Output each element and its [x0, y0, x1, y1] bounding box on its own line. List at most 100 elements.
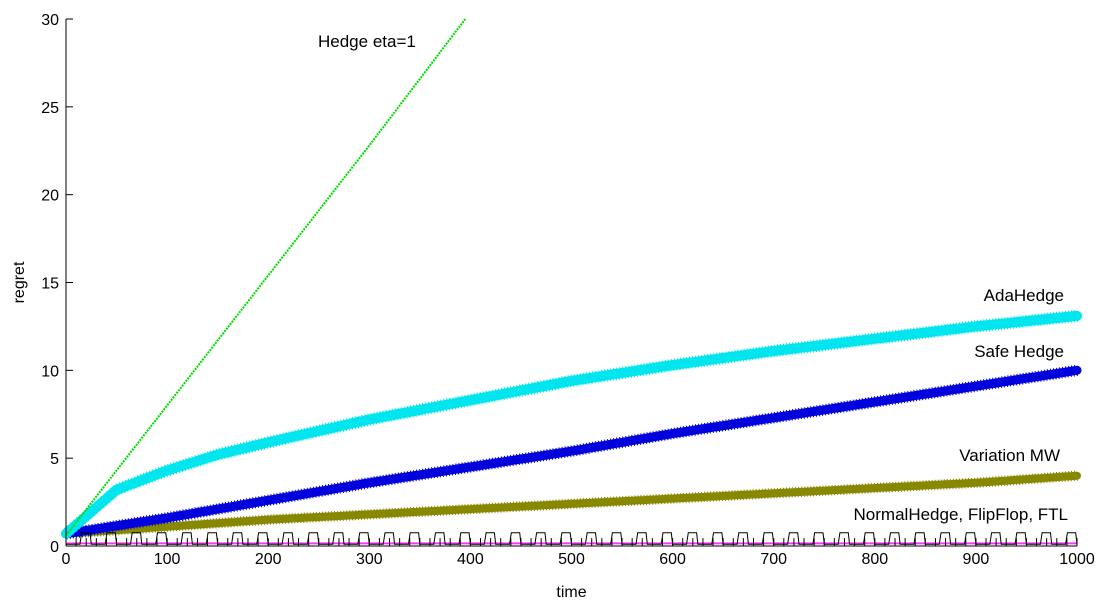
data-point	[612, 367, 617, 381]
data-point	[846, 484, 851, 495]
data-point	[594, 370, 599, 384]
data-point	[591, 441, 596, 453]
data-point	[528, 500, 533, 512]
data-point	[767, 488, 772, 499]
data-point	[922, 326, 927, 339]
data-point	[837, 484, 842, 496]
data-point	[1025, 314, 1030, 328]
data-point	[255, 438, 260, 452]
data-point	[813, 339, 818, 353]
data-point	[579, 498, 584, 509]
data-point	[194, 455, 199, 468]
data-point	[986, 378, 991, 390]
data-point	[788, 342, 793, 356]
data-point	[330, 421, 335, 434]
data-point	[109, 520, 114, 533]
data-point	[115, 520, 120, 532]
data-point	[746, 489, 751, 500]
data-point	[355, 416, 360, 429]
data-point	[549, 448, 554, 460]
data-point	[958, 382, 963, 395]
data-point	[273, 493, 278, 505]
data-point	[343, 510, 348, 521]
data-point	[964, 381, 969, 394]
data-point	[279, 492, 284, 504]
data-point	[161, 465, 166, 479]
data-point	[130, 477, 135, 490]
data-point	[649, 362, 654, 375]
data-point	[528, 451, 533, 464]
data-point	[300, 512, 305, 524]
data-point	[846, 335, 851, 349]
data-point	[919, 389, 924, 401]
data-point	[931, 387, 936, 399]
data-point	[691, 355, 696, 369]
data-point	[427, 401, 432, 415]
data-point	[385, 409, 390, 423]
data-point	[485, 458, 490, 470]
data-point	[561, 446, 566, 459]
data-point	[798, 408, 802, 420]
data-point	[652, 431, 657, 443]
data-point	[694, 492, 699, 503]
data-point	[245, 441, 250, 454]
data-point	[288, 490, 293, 503]
data-point	[952, 322, 957, 336]
data-point	[1010, 316, 1015, 329]
data-point	[801, 341, 806, 354]
y-tick-label: 30	[41, 12, 59, 29]
data-point	[782, 343, 787, 356]
data-point	[1064, 366, 1069, 378]
data-point	[622, 366, 627, 379]
data-point	[537, 380, 542, 394]
data-point	[834, 402, 839, 414]
data-point	[476, 392, 481, 405]
data-point	[979, 319, 984, 332]
data-point	[1046, 312, 1051, 325]
data-point	[349, 510, 354, 521]
data-point	[1028, 371, 1033, 384]
data-point	[1067, 471, 1072, 482]
data-point	[625, 435, 630, 448]
data-point	[928, 325, 933, 339]
data-point	[983, 319, 987, 332]
data-point	[597, 370, 602, 383]
data-point	[309, 487, 314, 499]
data-point	[573, 444, 578, 457]
data-point	[737, 489, 742, 501]
data-point	[949, 323, 954, 336]
data-point	[804, 407, 809, 419]
data-point	[267, 514, 272, 525]
data-point	[1022, 315, 1027, 328]
data-point	[349, 417, 354, 430]
data-point	[828, 338, 833, 351]
data-point	[655, 361, 660, 374]
data-point	[840, 336, 845, 349]
data-point	[249, 497, 253, 509]
data-point	[761, 346, 766, 359]
data-point	[713, 491, 718, 502]
data-point	[992, 476, 997, 487]
data-point	[801, 407, 806, 419]
data-point	[564, 446, 569, 458]
data-point	[573, 374, 578, 387]
data-point	[97, 498, 102, 511]
data-point	[355, 509, 360, 521]
data-point	[1028, 314, 1033, 327]
data-point	[1007, 375, 1012, 387]
data-point	[367, 413, 372, 426]
data-point	[691, 492, 696, 503]
data-point	[858, 334, 863, 347]
data-point	[570, 445, 575, 457]
data-point	[579, 443, 584, 456]
data-point	[424, 506, 429, 517]
data-point	[473, 393, 478, 406]
data-point	[1004, 375, 1009, 388]
data-point	[882, 394, 887, 407]
data-point	[1013, 474, 1018, 486]
data-point	[518, 501, 523, 512]
data-point	[867, 397, 872, 409]
data-point	[582, 498, 587, 509]
data-point	[352, 479, 357, 492]
